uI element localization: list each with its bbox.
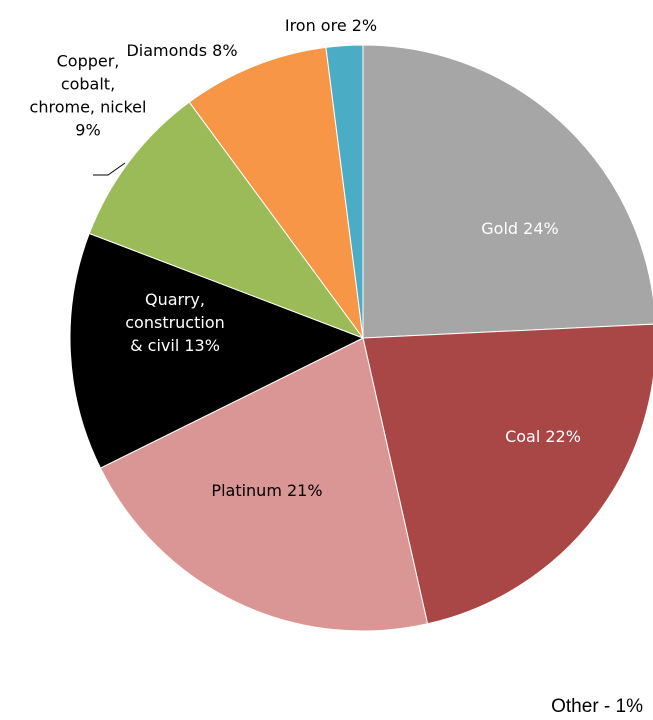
pie-slice-coal	[362, 323, 653, 625]
pie-labels: Gold 24% Coal 22% Platinum 21% Quarry, const…	[30, 16, 581, 500]
slice-label-line: Platinum 21%	[211, 481, 322, 500]
slice-label-coal: Coal 22%	[505, 427, 581, 446]
pie-slice-quarry-construction-civil	[69, 232, 365, 469]
slice-label-quarry-construction-civil: Quarry, construction & civil 13%	[125, 290, 225, 355]
slice-label-line: 9%	[75, 121, 100, 140]
slice-label-line: Coal 22%	[505, 427, 581, 446]
slice-label-line: chrome, nickel	[30, 98, 147, 117]
slice-label-iron-ore: Iron ore 2%	[285, 16, 377, 35]
slice-label-line: Iron ore 2%	[285, 16, 377, 35]
slice-label-line: & civil 13%	[130, 336, 220, 355]
slice-label-line: Quarry,	[145, 290, 205, 309]
pie-slice-diamonds	[188, 46, 364, 340]
slice-label-gold: Gold 24%	[481, 219, 558, 238]
pie-slices	[69, 44, 653, 632]
pie-slice-iron-ore	[325, 44, 364, 339]
slice-label-copper-cobalt-chrome-nickel: Copper, cobalt, chrome, nickel 9%	[30, 52, 147, 140]
other-note: Other - 1%	[551, 696, 643, 717]
slice-label-line: Diamonds 8%	[126, 41, 237, 60]
slice-label-line: cobalt,	[61, 75, 115, 94]
slice-label-diamonds: Diamonds 8%	[126, 41, 237, 60]
slice-label-platinum: Platinum 21%	[211, 481, 322, 500]
pie-slice-platinum	[99, 337, 429, 632]
slice-label-line: Copper,	[57, 52, 120, 71]
slice-label-line: construction	[125, 313, 225, 332]
leader-line-copper	[93, 162, 126, 176]
slice-label-line: Gold 24%	[481, 219, 558, 238]
pie-slice-copper-cobalt-chrome-nickel	[88, 101, 365, 340]
pie-slice-gold	[362, 44, 653, 339]
